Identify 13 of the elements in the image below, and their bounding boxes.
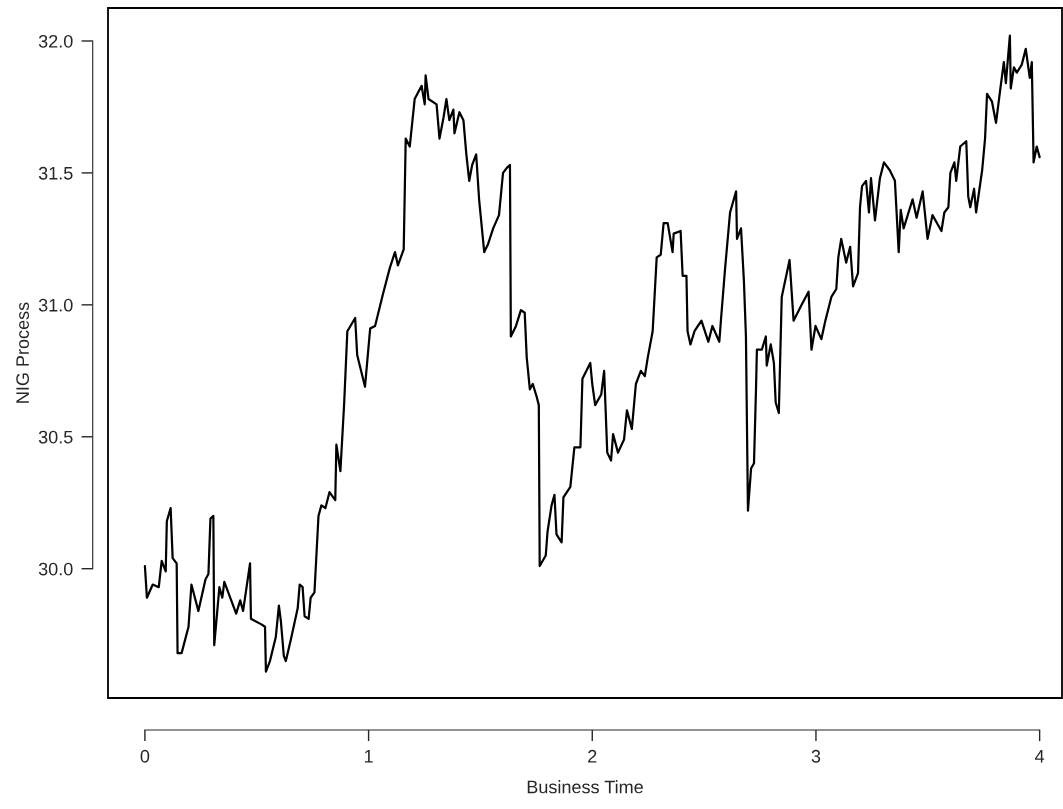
- x-tick-label: 1: [364, 750, 373, 763]
- x-tick-label: 3: [811, 749, 821, 763]
- y-tick-label: 31.0: [38, 298, 73, 312]
- line-series: [143, 34, 1041, 673]
- x-tick-label: 4: [1035, 750, 1045, 763]
- y-tick-label: 32.0: [38, 34, 73, 48]
- x-tick-label: 0: [140, 749, 150, 763]
- y-tick-label: 31.5: [38, 166, 73, 180]
- x-tick-label: 2: [588, 749, 597, 763]
- y-tick-label: 30.0: [38, 562, 73, 576]
- y-tick-label: 30.5: [38, 430, 73, 444]
- x-axis-title: Business Time: [527, 780, 643, 794]
- y-axis-title: NIG Process: [16, 302, 30, 403]
